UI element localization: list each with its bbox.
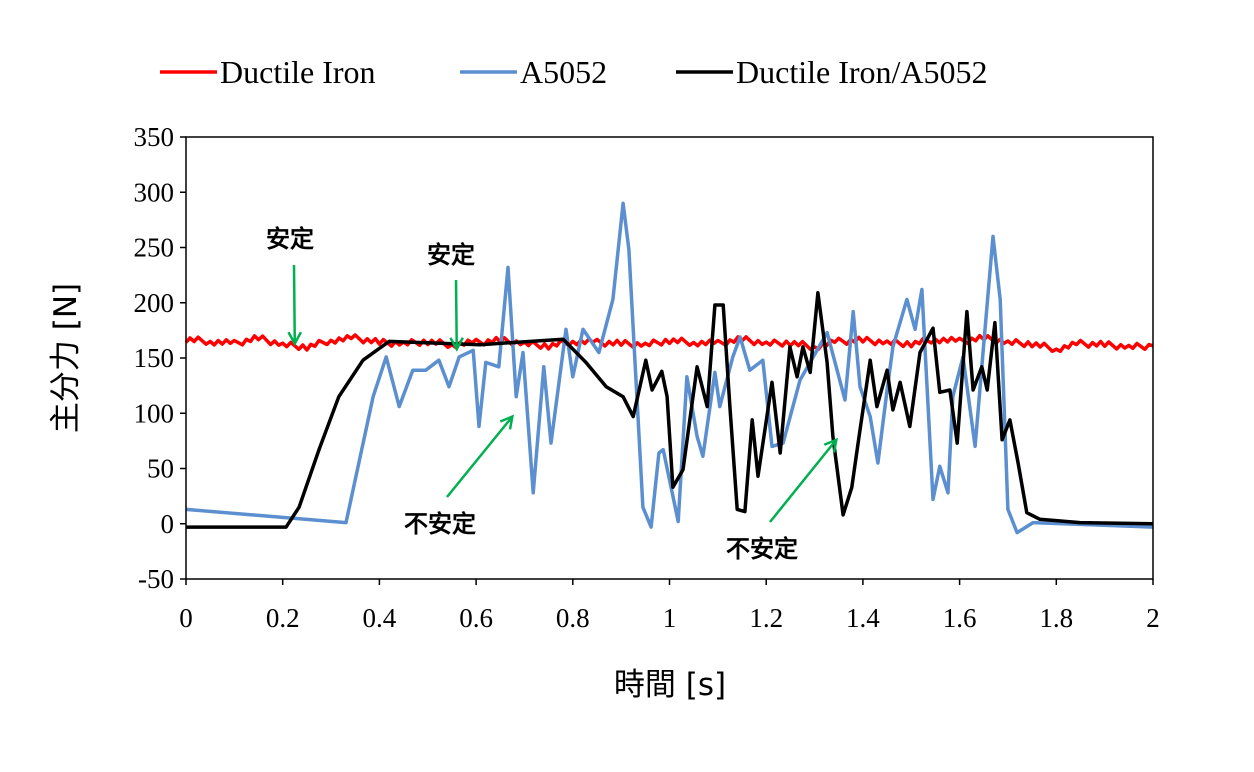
x-tick-label: 1: [663, 603, 677, 633]
x-tick-label: 0.6: [459, 603, 493, 633]
arrowhead-icon: [823, 437, 838, 453]
annotation-arrow: [292, 264, 297, 344]
legend-label: Ductile Iron: [220, 54, 376, 90]
y-axis-label: 主分力 [N]: [48, 283, 84, 433]
x-tick-label: 0.8: [556, 603, 590, 633]
y-tick-label: 100: [134, 398, 175, 428]
y-tick-label: 50: [147, 454, 174, 484]
series-layer: [184, 201, 1154, 535]
legend-label: A5052: [520, 54, 607, 90]
annotation-label: 安定: [427, 241, 475, 269]
y-tick-label: 250: [134, 233, 175, 263]
legend-label: Ductile Iron/A5052: [736, 54, 988, 90]
x-tick-label: 1.4: [846, 603, 880, 633]
annotation-arrow: [446, 415, 514, 498]
x-tick-label: 0: [179, 603, 193, 633]
y-tick-label: 350: [134, 122, 175, 152]
annotation-arrow: [454, 279, 459, 350]
x-tick-label: 1.6: [943, 603, 977, 633]
y-tick-label: -50: [138, 564, 174, 594]
series-line-ductile-iron-a5052: [186, 291, 1154, 529]
arrowhead-icon: [287, 331, 303, 347]
arrowhead-icon: [449, 337, 464, 352]
legend: Ductile Iron A5052 Ductile Iron/A5052: [160, 54, 988, 90]
annotation-label: 不安定: [404, 510, 476, 538]
x-tick-label: 2: [1146, 603, 1160, 633]
y-tick-label: 150: [134, 343, 175, 373]
series-line-ductile-iron: [184, 333, 1154, 354]
x-tick-label: 0.4: [363, 603, 397, 633]
x-tick-label: 1.8: [1039, 603, 1073, 633]
annotation-arrow: [769, 438, 838, 523]
annotation-label: 不安定: [726, 535, 798, 563]
arrowhead-icon: [499, 414, 515, 430]
x-axis-ticks: 0 0.2 0.4 0.6 0.8 1 1.2 1.4 1.6 1.8 2: [179, 579, 1160, 633]
x-axis-label: 時間 [s]: [614, 667, 726, 703]
y-tick-label: 0: [161, 509, 175, 539]
series-line-a5052: [185, 201, 1154, 535]
y-tick-label: 300: [134, 177, 175, 207]
y-tick-label: 200: [134, 288, 175, 318]
y-axis-ticks: -50 0 50 100 150 200 250 300 350: [134, 122, 186, 594]
x-tick-label: 1.2: [749, 603, 783, 633]
x-tick-label: 0.2: [266, 603, 300, 633]
annotation-label: 安定: [266, 225, 314, 253]
